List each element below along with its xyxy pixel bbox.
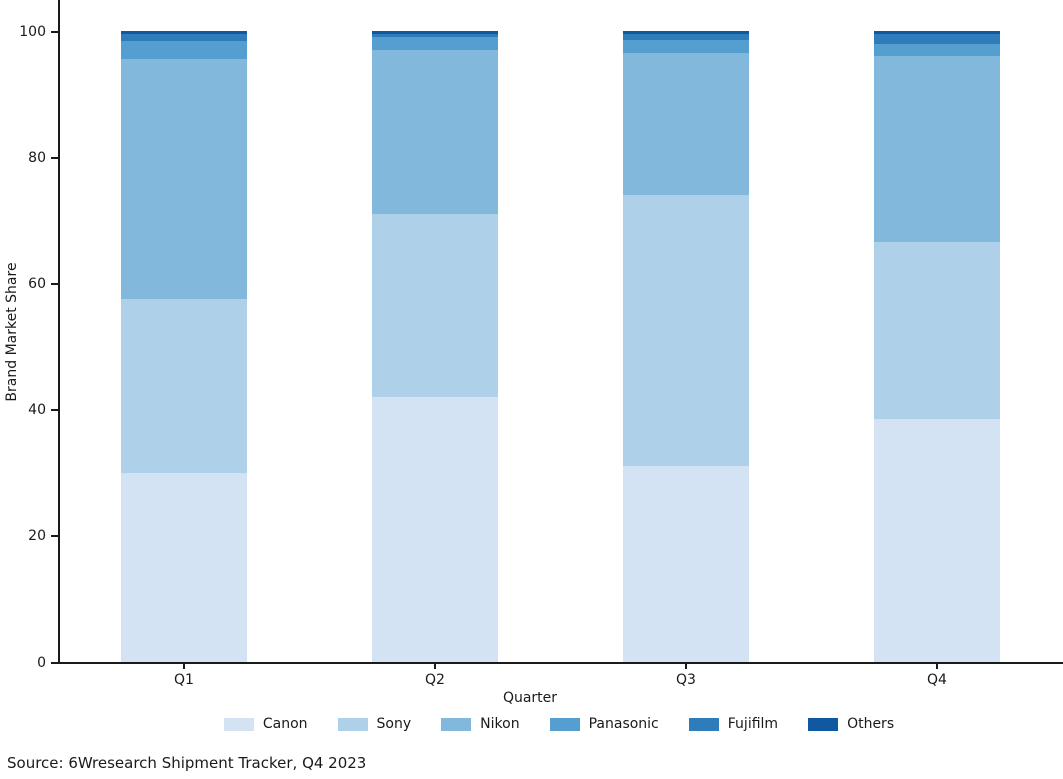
y-tick-mark-0 [51, 661, 58, 664]
bar-segment-fujifilm-q3 [623, 34, 749, 41]
y-tick-mark-40 [51, 409, 58, 412]
y-tick-label-20: 20 [28, 528, 46, 545]
bar-segment-others-q1 [121, 31, 247, 35]
y-tick-mark-100 [51, 30, 58, 33]
x-tick-mark-q4 [936, 664, 938, 669]
y-tick-label-60: 60 [28, 275, 46, 292]
y-tick-label-100: 100 [19, 23, 46, 40]
legend-swatch-fujifilm [688, 717, 719, 731]
legend-label-sony: Sony [376, 716, 412, 732]
x-axis-line [58, 662, 1063, 664]
x-tick-label-q3: Q3 [676, 672, 696, 688]
bar-segment-nikon-q1 [121, 59, 247, 300]
legend-item-fujifilm: Fujifilm [688, 716, 779, 732]
bar-segment-fujifilm-q4 [874, 34, 1000, 44]
bar-segment-panasonic-q1 [121, 40, 247, 60]
bar-q2 [372, 31, 498, 662]
bar-segment-panasonic-q2 [372, 37, 498, 50]
bar-segment-nikon-q3 [623, 53, 749, 196]
legend-swatch-nikon [441, 717, 472, 731]
legend-swatch-sony [337, 717, 368, 731]
legend-item-nikon: Nikon [441, 716, 520, 732]
bar-segment-others-q2 [372, 31, 498, 35]
source-note: Source: 6Wresearch Shipment Tracker, Q4 … [7, 754, 367, 772]
bar-segment-sony-q1 [121, 299, 247, 473]
bar-segment-canon-q2 [372, 396, 498, 662]
legend-item-sony: Sony [337, 716, 412, 732]
x-tick-label-q1: Q1 [174, 672, 194, 688]
legend-item-panasonic: Panasonic [549, 716, 659, 732]
legend-swatch-canon [223, 717, 254, 731]
bar-segment-nikon-q2 [372, 49, 498, 214]
bar-segment-panasonic-q3 [623, 40, 749, 54]
legend-label-others: Others [847, 716, 895, 732]
bar-segment-canon-q4 [874, 419, 1000, 662]
y-tick-mark-80 [51, 156, 58, 159]
bar-segment-panasonic-q4 [874, 43, 1000, 57]
bar-q3 [623, 31, 749, 662]
x-tick-mark-q2 [434, 664, 436, 669]
legend-swatch-others [808, 717, 839, 731]
x-tick-label-q2: Q2 [425, 672, 445, 688]
legend-label-nikon: Nikon [480, 716, 520, 732]
y-axis-line [58, 0, 60, 664]
y-tick-label-80: 80 [28, 149, 46, 166]
bar-segment-canon-q3 [623, 466, 749, 662]
bar-q4 [874, 31, 1000, 662]
x-axis-title: Quarter [502, 690, 558, 706]
bar-segment-sony-q3 [623, 195, 749, 467]
legend: Canon Sony Nikon Panasonic Fujifilm Othe… [0, 716, 1063, 732]
y-tick-mark-60 [51, 282, 58, 285]
legend-item-others: Others [808, 716, 894, 732]
bar-segment-canon-q1 [121, 472, 247, 662]
y-tick-label-40: 40 [28, 402, 46, 419]
legend-label-panasonic: Panasonic [588, 716, 659, 732]
legend-swatch-panasonic [549, 717, 580, 731]
legend-item-canon: Canon [223, 716, 308, 732]
bar-segment-others-q4 [874, 31, 1000, 35]
bar-segment-sony-q4 [874, 242, 1000, 420]
bar-segment-others-q3 [623, 31, 749, 35]
y-axis-title: Brand Market Share [4, 262, 20, 402]
bar-segment-sony-q2 [372, 214, 498, 397]
y-tick-label-0: 0 [37, 654, 46, 671]
x-tick-mark-q3 [685, 664, 687, 669]
bar-segment-fujifilm-q1 [121, 34, 247, 41]
y-tick-mark-20 [51, 535, 58, 538]
legend-label-fujifilm: Fujifilm [727, 716, 779, 732]
legend-label-canon: Canon [262, 716, 308, 732]
x-tick-mark-q1 [183, 664, 185, 669]
bar-q1 [121, 31, 247, 662]
bar-segment-fujifilm-q2 [372, 34, 498, 38]
x-tick-label-q4: Q4 [927, 672, 947, 688]
bar-segment-nikon-q4 [874, 56, 1000, 243]
